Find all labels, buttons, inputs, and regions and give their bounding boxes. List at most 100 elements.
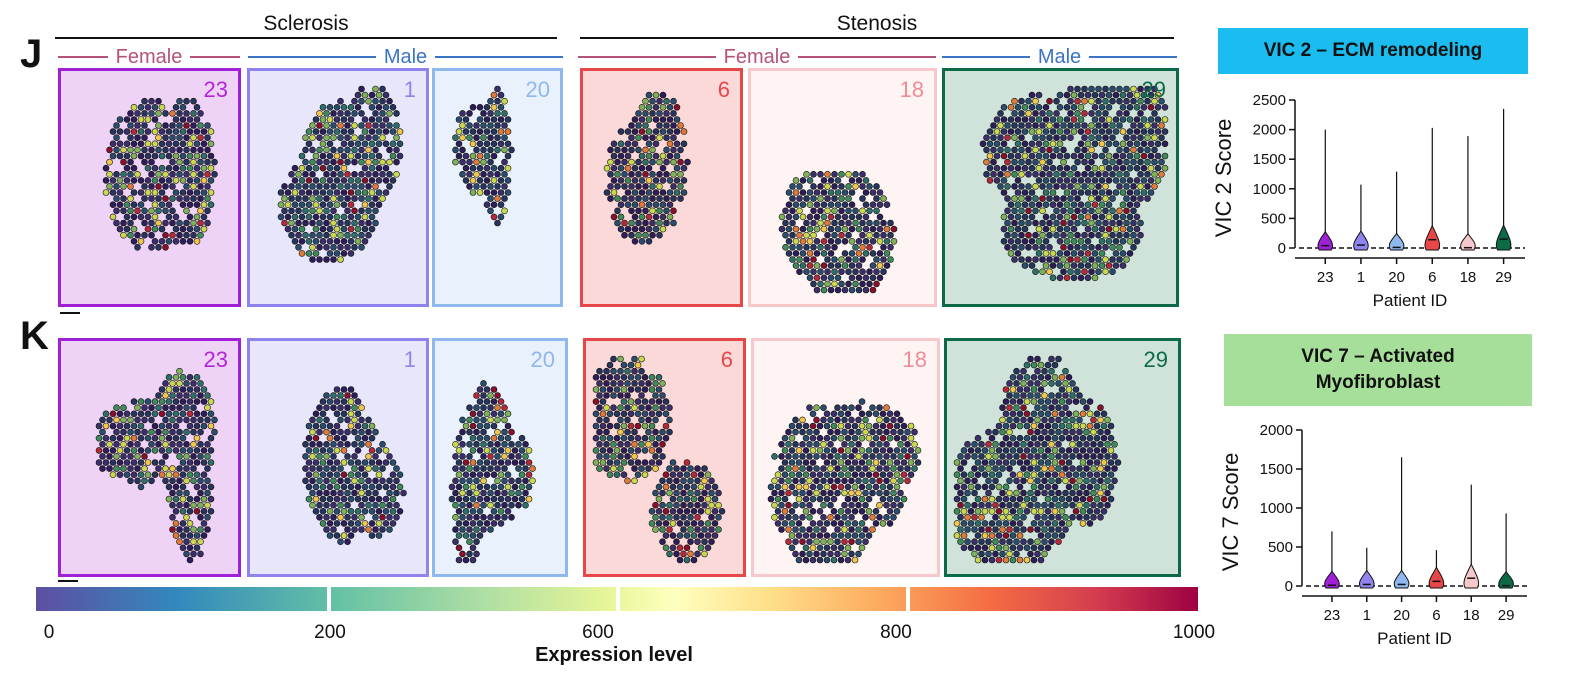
x-tick-label: 20 xyxy=(1393,607,1410,624)
tissue-section xyxy=(953,355,1122,564)
patient-id-label: 23 xyxy=(203,347,228,372)
colorbar-tick-label: 1000 xyxy=(1172,622,1216,643)
vic7-title-line2: Myofibroblast xyxy=(1315,372,1441,393)
x-tick-label: 29 xyxy=(1498,607,1515,624)
patient-id-label: 20 xyxy=(530,347,555,372)
tissue-section xyxy=(979,85,1169,282)
panel-label-j: J xyxy=(20,32,43,76)
x-tick-label: 6 xyxy=(1428,269,1436,286)
tissue-section xyxy=(592,355,726,564)
vic7-title-box: VIC 7 – Activated Myofibroblast xyxy=(1224,334,1532,406)
y-tick-label: 1500 xyxy=(1260,461,1293,478)
patient-id-label: 1 xyxy=(403,347,416,372)
patient-id-label: 6 xyxy=(717,77,730,102)
group-line-stenosis xyxy=(580,37,1174,39)
y-tick-label: 500 xyxy=(1261,210,1286,227)
y-tick-label: 500 xyxy=(1268,539,1293,556)
vic2-title: VIC 2 – ECM remodeling xyxy=(1263,40,1483,62)
tissue-section xyxy=(102,97,218,251)
sclerosis-male-header: Male xyxy=(248,46,564,68)
patient-id-label: 29 xyxy=(1143,347,1168,372)
violin-body xyxy=(1428,566,1445,589)
x-tick-label: 1 xyxy=(1357,269,1365,286)
tile-j-patient-18: 18 xyxy=(748,68,937,307)
violin-body xyxy=(1353,230,1369,251)
tile-j-patient-20: 20 xyxy=(432,68,563,307)
tile-k-patient-18: 18 xyxy=(751,338,940,577)
vic7-title-line1: VIC 7 – Activated xyxy=(1301,346,1455,368)
stenosis-female-label: Female xyxy=(715,47,799,67)
tile-k-patient-20: 20 xyxy=(432,338,568,577)
violin-body xyxy=(1498,570,1514,589)
tissue-section xyxy=(302,386,407,545)
violin-body xyxy=(1317,230,1334,251)
tile-j-patient-23: 23 xyxy=(58,68,241,307)
patient-id-label: 20 xyxy=(525,77,550,102)
group-title-sclerosis: Sclerosis xyxy=(263,12,349,35)
stenosis-female-header: Female xyxy=(578,46,937,68)
tile-k-patient-6: 6 xyxy=(583,338,746,577)
tissue-section xyxy=(448,380,536,564)
colorbar-tick-label: 0 xyxy=(43,622,55,643)
scale-bar-k xyxy=(58,580,78,582)
tile-j-patient-1: 1 xyxy=(247,68,429,307)
violin-body xyxy=(1460,232,1476,251)
stenosis-male-label: Male xyxy=(1029,47,1090,67)
colorbar-tick-label: 600 xyxy=(582,622,614,643)
tile-k-patient-23: 23 xyxy=(58,338,241,577)
tissue-section xyxy=(277,85,404,263)
x-tick-label: 6 xyxy=(1432,607,1440,624)
colorbar-divider xyxy=(616,587,620,611)
tissue-section xyxy=(778,171,898,294)
tile-k-patient-29: 29 xyxy=(944,338,1181,577)
colorbar-divider xyxy=(906,587,910,611)
sclerosis-female-label: Female xyxy=(107,47,191,67)
y-tick-label: 0 xyxy=(1285,578,1293,595)
colorbar-tick-label: 800 xyxy=(880,622,912,643)
violin-body xyxy=(1393,569,1410,589)
violin-body xyxy=(1324,570,1340,589)
patient-id-label: 18 xyxy=(902,347,927,372)
x-tick-label: 18 xyxy=(1460,269,1477,286)
tile-j-patient-6: 6 xyxy=(580,68,743,307)
patient-id-label: 6 xyxy=(720,347,733,372)
y-tick-label: 1500 xyxy=(1253,151,1286,168)
y-tick-label: 1000 xyxy=(1260,500,1293,517)
y-axis-title: VIC 7 Score xyxy=(1218,453,1243,572)
x-tick-label: 1 xyxy=(1363,607,1371,624)
colorbar-divider xyxy=(327,587,331,611)
violin-body xyxy=(1463,563,1480,589)
y-tick-label: 1000 xyxy=(1253,181,1286,198)
x-axis-title: Patient ID xyxy=(1377,629,1452,648)
violin-body xyxy=(1358,569,1375,589)
tissue-section xyxy=(452,85,515,227)
vic7-violin-chart: 0 500 1000 1500 2000 23 1 20 6 18 29 Patient ID VIC … xyxy=(1218,422,1527,648)
scale-bar-j xyxy=(60,312,80,314)
y-tick-label: 2000 xyxy=(1253,122,1286,139)
vic2-title-box: VIC 2 – ECM remodeling xyxy=(1218,28,1528,74)
colorbar-title: Expression level xyxy=(535,644,693,666)
vic2-violin-chart: 0 500 1000 1500 2000 2500 23 1 20 6 18 29 Patient ID… xyxy=(1211,92,1525,310)
x-axis-title: Patient ID xyxy=(1373,291,1448,310)
group-title-stenosis: Stenosis xyxy=(836,12,918,35)
stenosis-male-header: Male xyxy=(942,46,1178,68)
violin-body xyxy=(1495,223,1512,251)
colorbar-tick-label: 200 xyxy=(314,622,346,643)
panel-label-k: K xyxy=(20,314,49,358)
sclerosis-male-label: Male xyxy=(375,47,436,67)
tissue-section xyxy=(95,367,218,564)
x-tick-label: 23 xyxy=(1317,269,1334,286)
x-tick-label: 23 xyxy=(1324,607,1341,624)
patient-id-label: 1 xyxy=(403,77,416,102)
tile-k-patient-1: 1 xyxy=(247,338,429,577)
group-line-sclerosis xyxy=(55,37,557,39)
violin-body xyxy=(1424,224,1441,251)
violin-body xyxy=(1388,232,1405,251)
y-tick-label: 0 xyxy=(1278,240,1286,257)
patient-id-label: 18 xyxy=(899,77,924,102)
patient-id-label: 29 xyxy=(1141,77,1166,102)
tissue-section xyxy=(767,398,922,564)
y-tick-label: 2000 xyxy=(1260,422,1293,439)
tile-j-patient-29: 29 xyxy=(942,68,1179,307)
x-tick-label: 18 xyxy=(1463,607,1480,624)
